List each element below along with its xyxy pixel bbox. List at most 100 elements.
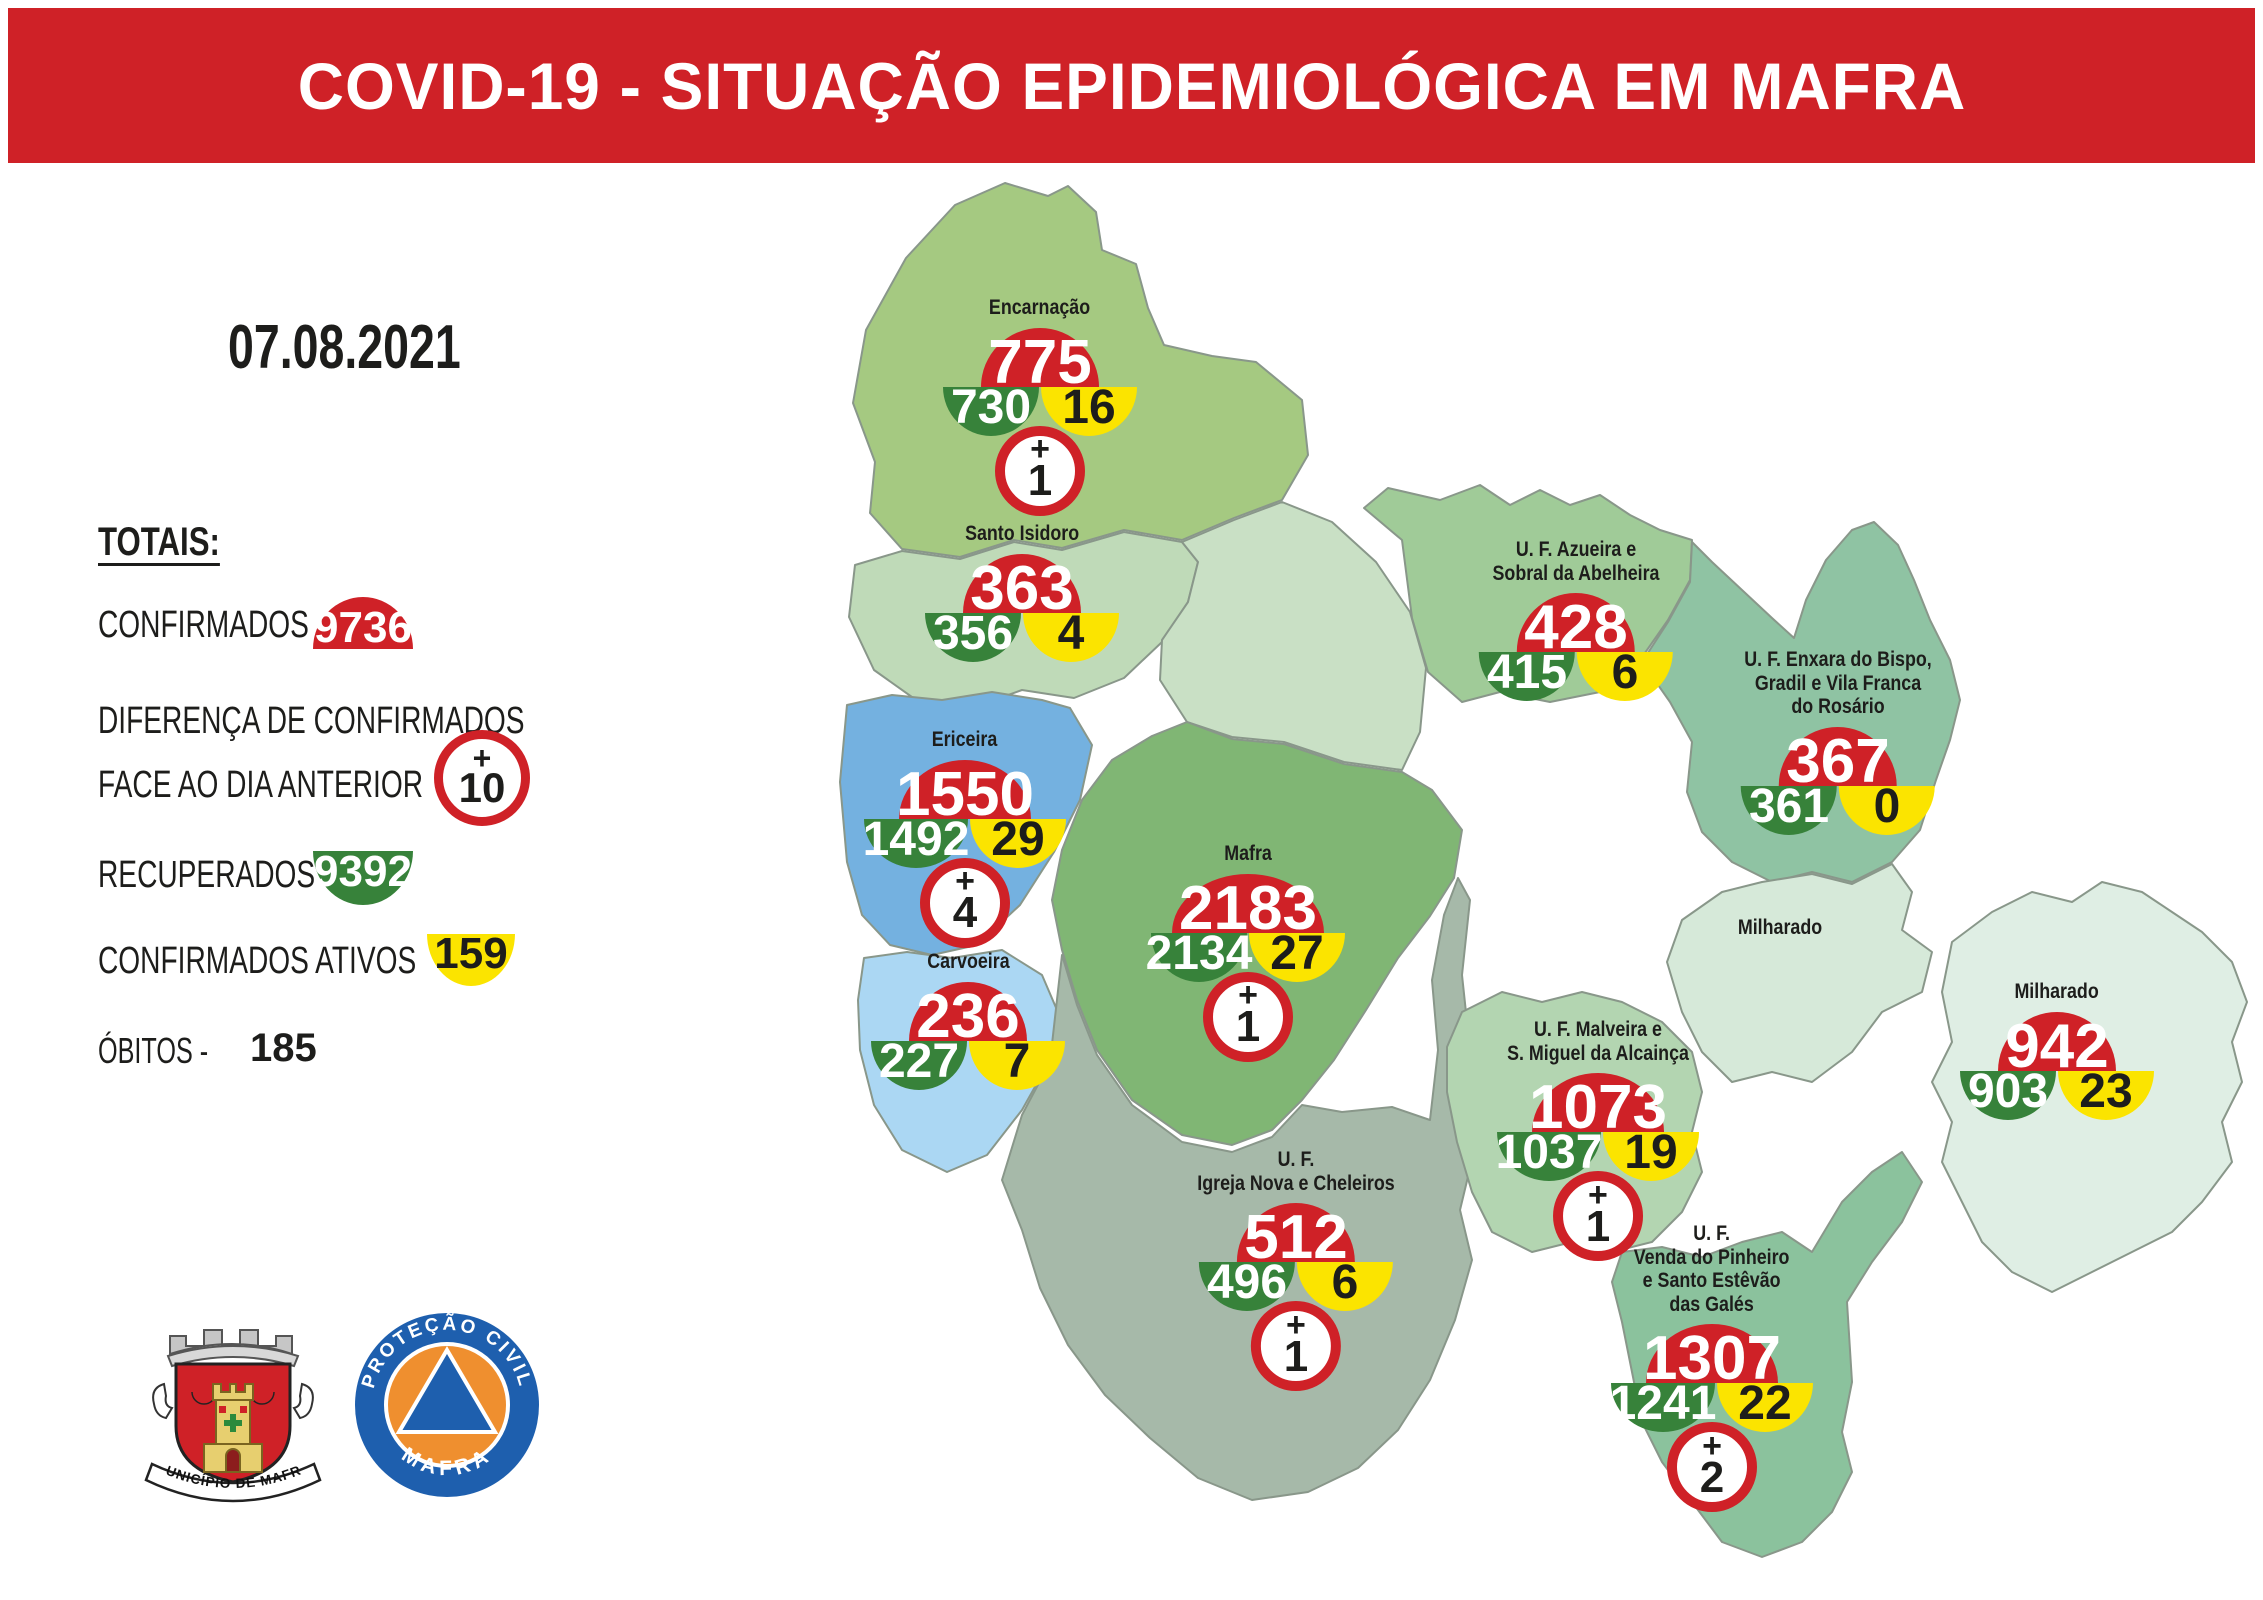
confirmed-badge: 775 — [981, 327, 1099, 397]
active-badge: 0 — [1838, 780, 1935, 835]
active-badge: 29 — [970, 813, 1066, 868]
active-badge: 19 — [1602, 1126, 1699, 1182]
confirmed-value: 363 — [970, 553, 1074, 623]
recovered-value: 1492 — [862, 812, 970, 866]
active-badge: 7 — [969, 1035, 1065, 1090]
confirmed-label: CONFIRMADOS — [98, 604, 309, 646]
recovered-badge: 227 — [871, 1035, 967, 1090]
totals-heading: TOTAIS: — [98, 520, 220, 564]
deaths-value: 185 — [250, 1026, 317, 1070]
plus-icon: + — [1588, 1175, 1608, 1214]
region-name: Carvoeira — [926, 950, 1010, 973]
confirmed-badge: 1073 — [1529, 1073, 1667, 1142]
recovered-value: 903 — [1967, 1064, 2049, 1118]
diff-label-line2: FACE AO DIA ANTERIOR — [98, 764, 424, 806]
recovered-badge: 415 — [1478, 646, 1575, 702]
active-badge: 23 — [2058, 1065, 2154, 1120]
confirmed-badge: 1550 — [896, 759, 1034, 829]
active-value: 27 — [1270, 926, 1324, 980]
confirmed-badge: 512 — [1236, 1203, 1355, 1272]
active-total-badge: 159 — [427, 929, 515, 986]
active-value: 22 — [1738, 1377, 1792, 1431]
page-title: COVID-19 - SITUAÇÃO EPIDEMIOLÓGICA EM MA… — [297, 48, 1966, 123]
region-group-azueira-sobral: U. F. Azueira e Sobral da Abelheira 428 … — [1478, 538, 1674, 702]
recovered-badge: 361 — [1740, 780, 1837, 835]
region-group-mafra: Mafra 2183 2134 27 + 1 — [1146, 842, 1345, 1062]
active-value: 23 — [2079, 1064, 2133, 1118]
region-name: U. F. Enxara do Bispo, Gradil e Vila Fra… — [1744, 648, 1932, 719]
new-cases-value: 1 — [1283, 1331, 1309, 1381]
new-cases-value: 1 — [1235, 1002, 1261, 1052]
recovered-badge: 496 — [1198, 1256, 1295, 1312]
recovered-total-badge: 9392 — [313, 847, 413, 905]
region-name: U. F. Igreja Nova e Cheleiros — [1197, 1148, 1395, 1195]
recovered-badge: 356 — [925, 607, 1021, 662]
municipal-coat-of-arms: MUNICÍPIO DE MAFRA — [138, 1296, 322, 1503]
new-cases-badge: + 4 — [920, 857, 1010, 948]
plus-icon: + — [1286, 1305, 1306, 1344]
confirmed-value: 942 — [2005, 1011, 2109, 1081]
confirmed-value: 775 — [988, 327, 1092, 397]
deaths-label: ÓBITOS - — [98, 1030, 209, 1071]
recovered-badge: 2134 — [1146, 927, 1252, 982]
new-cases-value: 1 — [1585, 1201, 1611, 1251]
confirmed-value: 1550 — [896, 759, 1034, 829]
confirmed-value: 236 — [916, 981, 1020, 1051]
new-cases-value: 4 — [952, 888, 978, 938]
report-date: 07.08.2021 — [228, 313, 461, 382]
recovered-value: 2134 — [1145, 926, 1253, 980]
active-value: 6 — [1611, 646, 1639, 700]
new-cases-badge: + 1 — [1552, 1171, 1643, 1262]
confirmed-value: 512 — [1244, 1203, 1348, 1273]
confirmed-badge: 367 — [1778, 726, 1897, 796]
confirmed-value: 367 — [1786, 726, 1890, 796]
recovered-value: 361 — [1748, 779, 1830, 833]
confirmed-value: 1307 — [1643, 1324, 1781, 1394]
recovered-badge: 730 — [943, 381, 1039, 436]
confirmed-total-badge: 9736 — [313, 597, 413, 652]
civil-protection-logo: PROTEÇÃO CIVIL MAFRA — [355, 1313, 539, 1497]
recovered-value: 356 — [932, 606, 1014, 660]
plus-icon: + — [1030, 430, 1050, 469]
recovered-value: 227 — [878, 1034, 960, 1088]
active-value: 16 — [1062, 380, 1116, 434]
confirmed-value: 428 — [1524, 593, 1628, 663]
map-label-milharado-west: Milharado — [1737, 916, 1823, 939]
recovered-value: 496 — [1206, 1256, 1288, 1310]
region-group-malveira: U. F. Malveira e S. Miguel da Alcainça 1… — [1491, 1018, 1705, 1262]
new-cases-badge: + 1 — [995, 425, 1085, 516]
daily-difference-badge: + 10 — [434, 730, 530, 826]
active-value: 29 — [991, 812, 1045, 866]
confirmed-value: 1073 — [1529, 1073, 1667, 1143]
region-name: U. F. Azueira e Sobral da Abelheira — [1492, 538, 1660, 585]
region-name: Santo Isidoro — [964, 522, 1080, 545]
plus-icon: + — [955, 862, 975, 901]
recovered-value: 415 — [1486, 646, 1568, 700]
recovered-total-value: 9392 — [314, 847, 412, 896]
confirmed-badge: 1307 — [1643, 1324, 1781, 1393]
confirmed-badge: 942 — [1998, 1011, 2116, 1081]
active-value: 7 — [1003, 1034, 1031, 1088]
region-name: Ericeira — [932, 728, 998, 751]
active-badge: 22 — [1717, 1377, 1813, 1433]
region-group-igreja-nova-cheleiros: U. F. Igreja Nova e Cheleiros 512 496 6 … — [1180, 1148, 1412, 1392]
recovered-badge: 903 — [1960, 1065, 2056, 1120]
ribbon — [144, 1462, 322, 1503]
confirmed-badge: 363 — [963, 553, 1081, 623]
confirmed-value: 2183 — [1179, 873, 1317, 943]
daily-difference-value: 10 — [458, 764, 506, 812]
region-name: Mafra — [1224, 842, 1272, 865]
region-name: U. F. Malveira e S. Miguel da Alcainça — [1507, 1018, 1689, 1065]
region-name: Encarnação — [989, 296, 1091, 319]
active-label: CONFIRMADOS ATIVOS — [98, 940, 417, 982]
active-badge: 6 — [1576, 646, 1673, 702]
recovered-badge: 1241 — [1610, 1377, 1716, 1433]
new-cases-badge: + 1 — [1203, 971, 1293, 1062]
region-shape-milharado-west — [1666, 863, 1933, 1083]
recovered-value: 730 — [950, 380, 1032, 434]
new-cases-value: 1 — [1027, 456, 1053, 506]
recovered-label: RECUPERADOS — [98, 854, 316, 896]
title-banner: COVID-19 - SITUAÇÃO EPIDEMIOLÓGICA EM MA… — [8, 8, 2255, 163]
plus-icon: + — [472, 739, 492, 776]
